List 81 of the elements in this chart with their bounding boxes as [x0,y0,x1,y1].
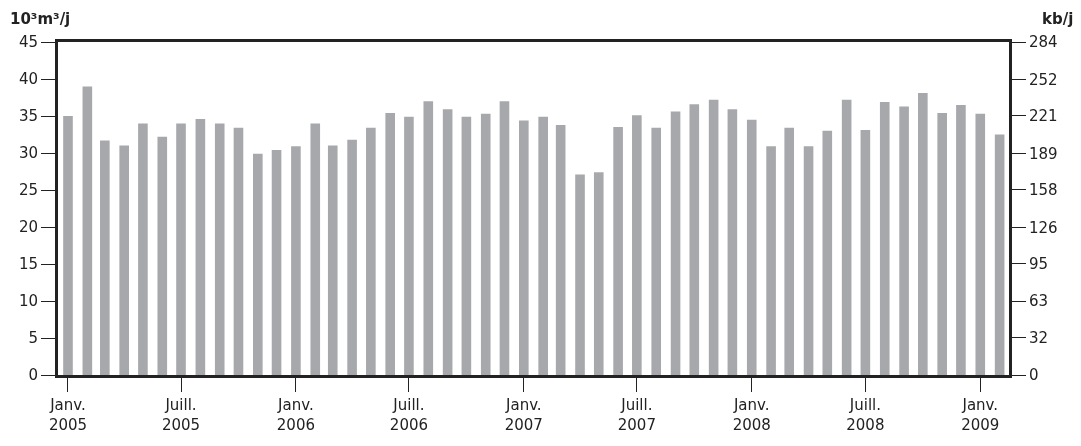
bar [651,127,662,375]
bar [918,93,928,375]
bar [632,115,642,375]
y2-tick-label: 95 [1029,254,1049,273]
y2-tick-label: 158 [1029,180,1058,199]
bar [937,113,947,375]
bar [310,123,321,375]
y-tick-label: 5 [28,329,38,348]
bar [63,116,73,375]
bar [423,101,434,375]
bar [899,106,909,375]
bar [956,104,966,375]
bar [271,150,282,375]
bar [689,104,700,375]
bar [575,174,585,375]
bar [385,113,395,375]
bar [157,136,168,375]
y2-tick-label: 0 [1029,366,1039,385]
y2-tick-label: 126 [1029,218,1058,237]
bar [404,116,414,375]
bar [347,139,357,375]
y-tick-label: 30 [18,144,38,163]
bar [727,109,738,375]
y2-tick-label: 32 [1029,328,1049,347]
y-tick-label: 15 [18,255,38,274]
y-tick-label: 20 [18,218,38,237]
bar [841,99,852,375]
x-tick-label: Juill. 2007 [617,396,656,434]
bar [879,101,890,375]
x-tick-label: Juill. 2008 [846,396,885,434]
bar [480,113,491,375]
x-tick-label: Janv. 2009 [961,396,1000,434]
y-axis-title: 10³m³/j [10,10,71,28]
y-tick-label: 10 [18,292,38,311]
bar [195,118,206,375]
bar [766,146,776,375]
bar [784,127,795,375]
bar [994,134,1005,375]
bar [138,123,148,375]
bar [176,123,186,375]
bar [82,86,93,375]
bar [461,116,472,375]
y2-tick-label: 221 [1029,107,1058,126]
bar [253,153,263,375]
bar [613,127,623,375]
y-tick-label: 25 [18,181,38,200]
x-tick-label: Janv. 2006 [276,396,315,434]
y2-tick-label: 284 [1029,33,1058,52]
x-tick-label: Janv. 2008 [732,396,771,434]
bar [708,99,719,375]
x-tick-label: Janv. 2007 [504,396,543,434]
bar [538,116,548,375]
bar [975,113,986,375]
bar [555,124,566,375]
bar [100,140,110,375]
bar [746,119,757,375]
bar [499,101,510,375]
y-tick-label: 35 [18,107,38,126]
y-tick-label: 45 [18,33,38,52]
bar [442,109,453,375]
bar [233,127,244,375]
bar [593,172,604,375]
bar [670,111,681,375]
bar [327,145,338,375]
bar [860,130,871,375]
y-tick-label: 0 [28,366,38,385]
bar [291,146,301,375]
x-tick-label: Juill. 2006 [389,396,429,434]
bar [214,123,225,375]
bar [519,120,529,375]
y2-tick-label: 63 [1029,292,1049,311]
bar [119,145,129,375]
y2-tick-label: 252 [1029,70,1058,89]
y2-tick-label: 189 [1029,144,1058,163]
y-tick-label: 40 [18,70,38,89]
x-tick-label: Janv. 2005 [48,396,88,434]
bar [822,130,833,375]
bar [803,146,814,375]
x-tick-label: Juill. 2005 [161,396,201,434]
y2-axis-title: kb/j [1042,10,1074,28]
bar [366,127,376,375]
